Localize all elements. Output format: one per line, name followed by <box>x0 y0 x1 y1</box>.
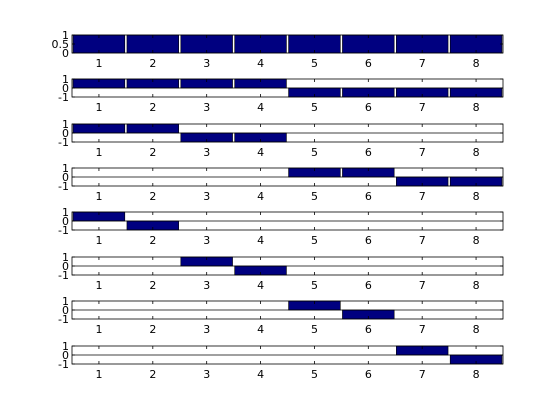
subplot-3: 1 2 3 4 5 6 7 8-101 <box>58 118 504 159</box>
x-tick-label: 8 <box>473 190 480 203</box>
x-tick-label: 4 <box>257 234 264 247</box>
y-tick-label: 0 <box>62 304 69 317</box>
x-tick-label: 3 <box>203 57 210 70</box>
x-tick-label: 7 <box>419 234 426 247</box>
x-tick-label: 2 <box>149 190 156 203</box>
x-tick-label: 7 <box>419 279 426 292</box>
subplot-8: 1 2 3 4 5 6 7 8-101 <box>58 340 504 381</box>
y-tick-label: -1 <box>58 224 69 237</box>
x-tick-label: 5 <box>311 101 318 114</box>
x-tick-label: 1 <box>95 279 102 292</box>
y-tick-label: 1 <box>62 118 69 131</box>
x-tick-label: 1 <box>95 146 102 159</box>
y-tick-label: 1 <box>62 340 69 353</box>
y-tick-label: 1 <box>62 251 69 264</box>
x-tick-label: 8 <box>473 101 480 114</box>
x-tick-label: 2 <box>149 146 156 159</box>
y-tick-label: 0.5 <box>52 38 70 51</box>
x-tick-label: 5 <box>311 368 318 381</box>
x-tick-label: 3 <box>203 101 210 114</box>
y-tick-label: -1 <box>58 358 69 371</box>
x-tick-label: 6 <box>365 323 372 336</box>
x-tick-label: 5 <box>311 234 318 247</box>
x-tick-label: 4 <box>257 368 264 381</box>
x-tick-label: 7 <box>419 146 426 159</box>
y-tick-label: 0 <box>62 127 69 140</box>
x-tick-label: 1 <box>95 323 102 336</box>
x-tick-label: 7 <box>419 101 426 114</box>
y-tick-label: -1 <box>58 136 69 149</box>
y-tick-label: -1 <box>58 313 69 326</box>
y-tick-label: 0 <box>62 82 69 95</box>
x-tick-label: 3 <box>203 190 210 203</box>
subplot-6: 1 2 3 4 5 6 7 8-101 <box>58 251 504 292</box>
x-tick-label: 6 <box>365 279 372 292</box>
x-tick-label: 6 <box>365 190 372 203</box>
plot-area <box>72 35 503 53</box>
x-tick-label: 7 <box>419 368 426 381</box>
x-tick-label: 4 <box>257 57 264 70</box>
y-tick-label: -1 <box>58 180 69 193</box>
x-tick-label: 1 <box>95 190 102 203</box>
y-tick-label: -1 <box>58 269 69 282</box>
x-tick-label: 5 <box>311 146 318 159</box>
x-tick-label: 2 <box>149 57 156 70</box>
subplot-2: 1 2 3 4 5 6 7 8-101 <box>58 73 504 114</box>
subplot-1: 1 2 3 4 5 6 7 800.51 <box>52 29 504 70</box>
x-tick-label: 4 <box>257 190 264 203</box>
x-tick-label: 6 <box>365 368 372 381</box>
x-tick-label: 2 <box>149 101 156 114</box>
x-tick-label: 3 <box>203 146 210 159</box>
subplot-5: 1 2 3 4 5 6 7 8-101 <box>58 206 504 247</box>
x-tick-label: 1 <box>95 57 102 70</box>
x-tick-label: 4 <box>257 101 264 114</box>
x-tick-label: 1 <box>95 101 102 114</box>
x-tick-label: 6 <box>365 101 372 114</box>
x-tick-label: 2 <box>149 323 156 336</box>
x-tick-label: 8 <box>473 57 480 70</box>
x-tick-label: 7 <box>419 57 426 70</box>
x-tick-label: 4 <box>257 146 264 159</box>
y-tick-label: 1 <box>62 73 69 86</box>
x-tick-label: 2 <box>149 368 156 381</box>
x-tick-label: 6 <box>365 234 372 247</box>
x-tick-label: 3 <box>203 323 210 336</box>
subplot-4: 1 2 3 4 5 6 7 8-101 <box>58 162 504 203</box>
x-tick-label: 3 <box>203 234 210 247</box>
x-tick-label: 1 <box>95 368 102 381</box>
x-tick-label: 2 <box>149 234 156 247</box>
x-tick-label: 8 <box>473 279 480 292</box>
y-tick-label: 1 <box>62 295 69 308</box>
x-tick-label: 6 <box>365 146 372 159</box>
y-tick-label: 0 <box>62 349 69 362</box>
y-tick-label: 1 <box>62 29 69 42</box>
x-tick-label: 5 <box>311 57 318 70</box>
y-tick-label: 1 <box>62 206 69 219</box>
x-tick-label: 8 <box>473 323 480 336</box>
x-tick-label: 8 <box>473 146 480 159</box>
y-tick-label: 1 <box>62 162 69 175</box>
y-tick-label: 0 <box>62 47 69 60</box>
x-tick-label: 5 <box>311 323 318 336</box>
x-tick-label: 7 <box>419 323 426 336</box>
x-tick-label: 3 <box>203 368 210 381</box>
y-tick-label: 0 <box>62 215 69 228</box>
x-tick-label: 8 <box>473 234 480 247</box>
x-tick-label: 4 <box>257 323 264 336</box>
y-tick-label: 0 <box>62 260 69 273</box>
x-tick-label: 3 <box>203 279 210 292</box>
y-tick-label: 0 <box>62 171 69 184</box>
x-tick-label: 4 <box>257 279 264 292</box>
x-tick-label: 8 <box>473 368 480 381</box>
x-tick-label: 1 <box>95 234 102 247</box>
x-tick-label: 5 <box>311 190 318 203</box>
x-tick-label: 2 <box>149 279 156 292</box>
subplot-7: 1 2 3 4 5 6 7 8-101 <box>58 295 504 336</box>
x-tick-label: 6 <box>365 57 372 70</box>
y-tick-label: -1 <box>58 91 69 104</box>
x-tick-label: 7 <box>419 190 426 203</box>
x-tick-label: 5 <box>311 279 318 292</box>
